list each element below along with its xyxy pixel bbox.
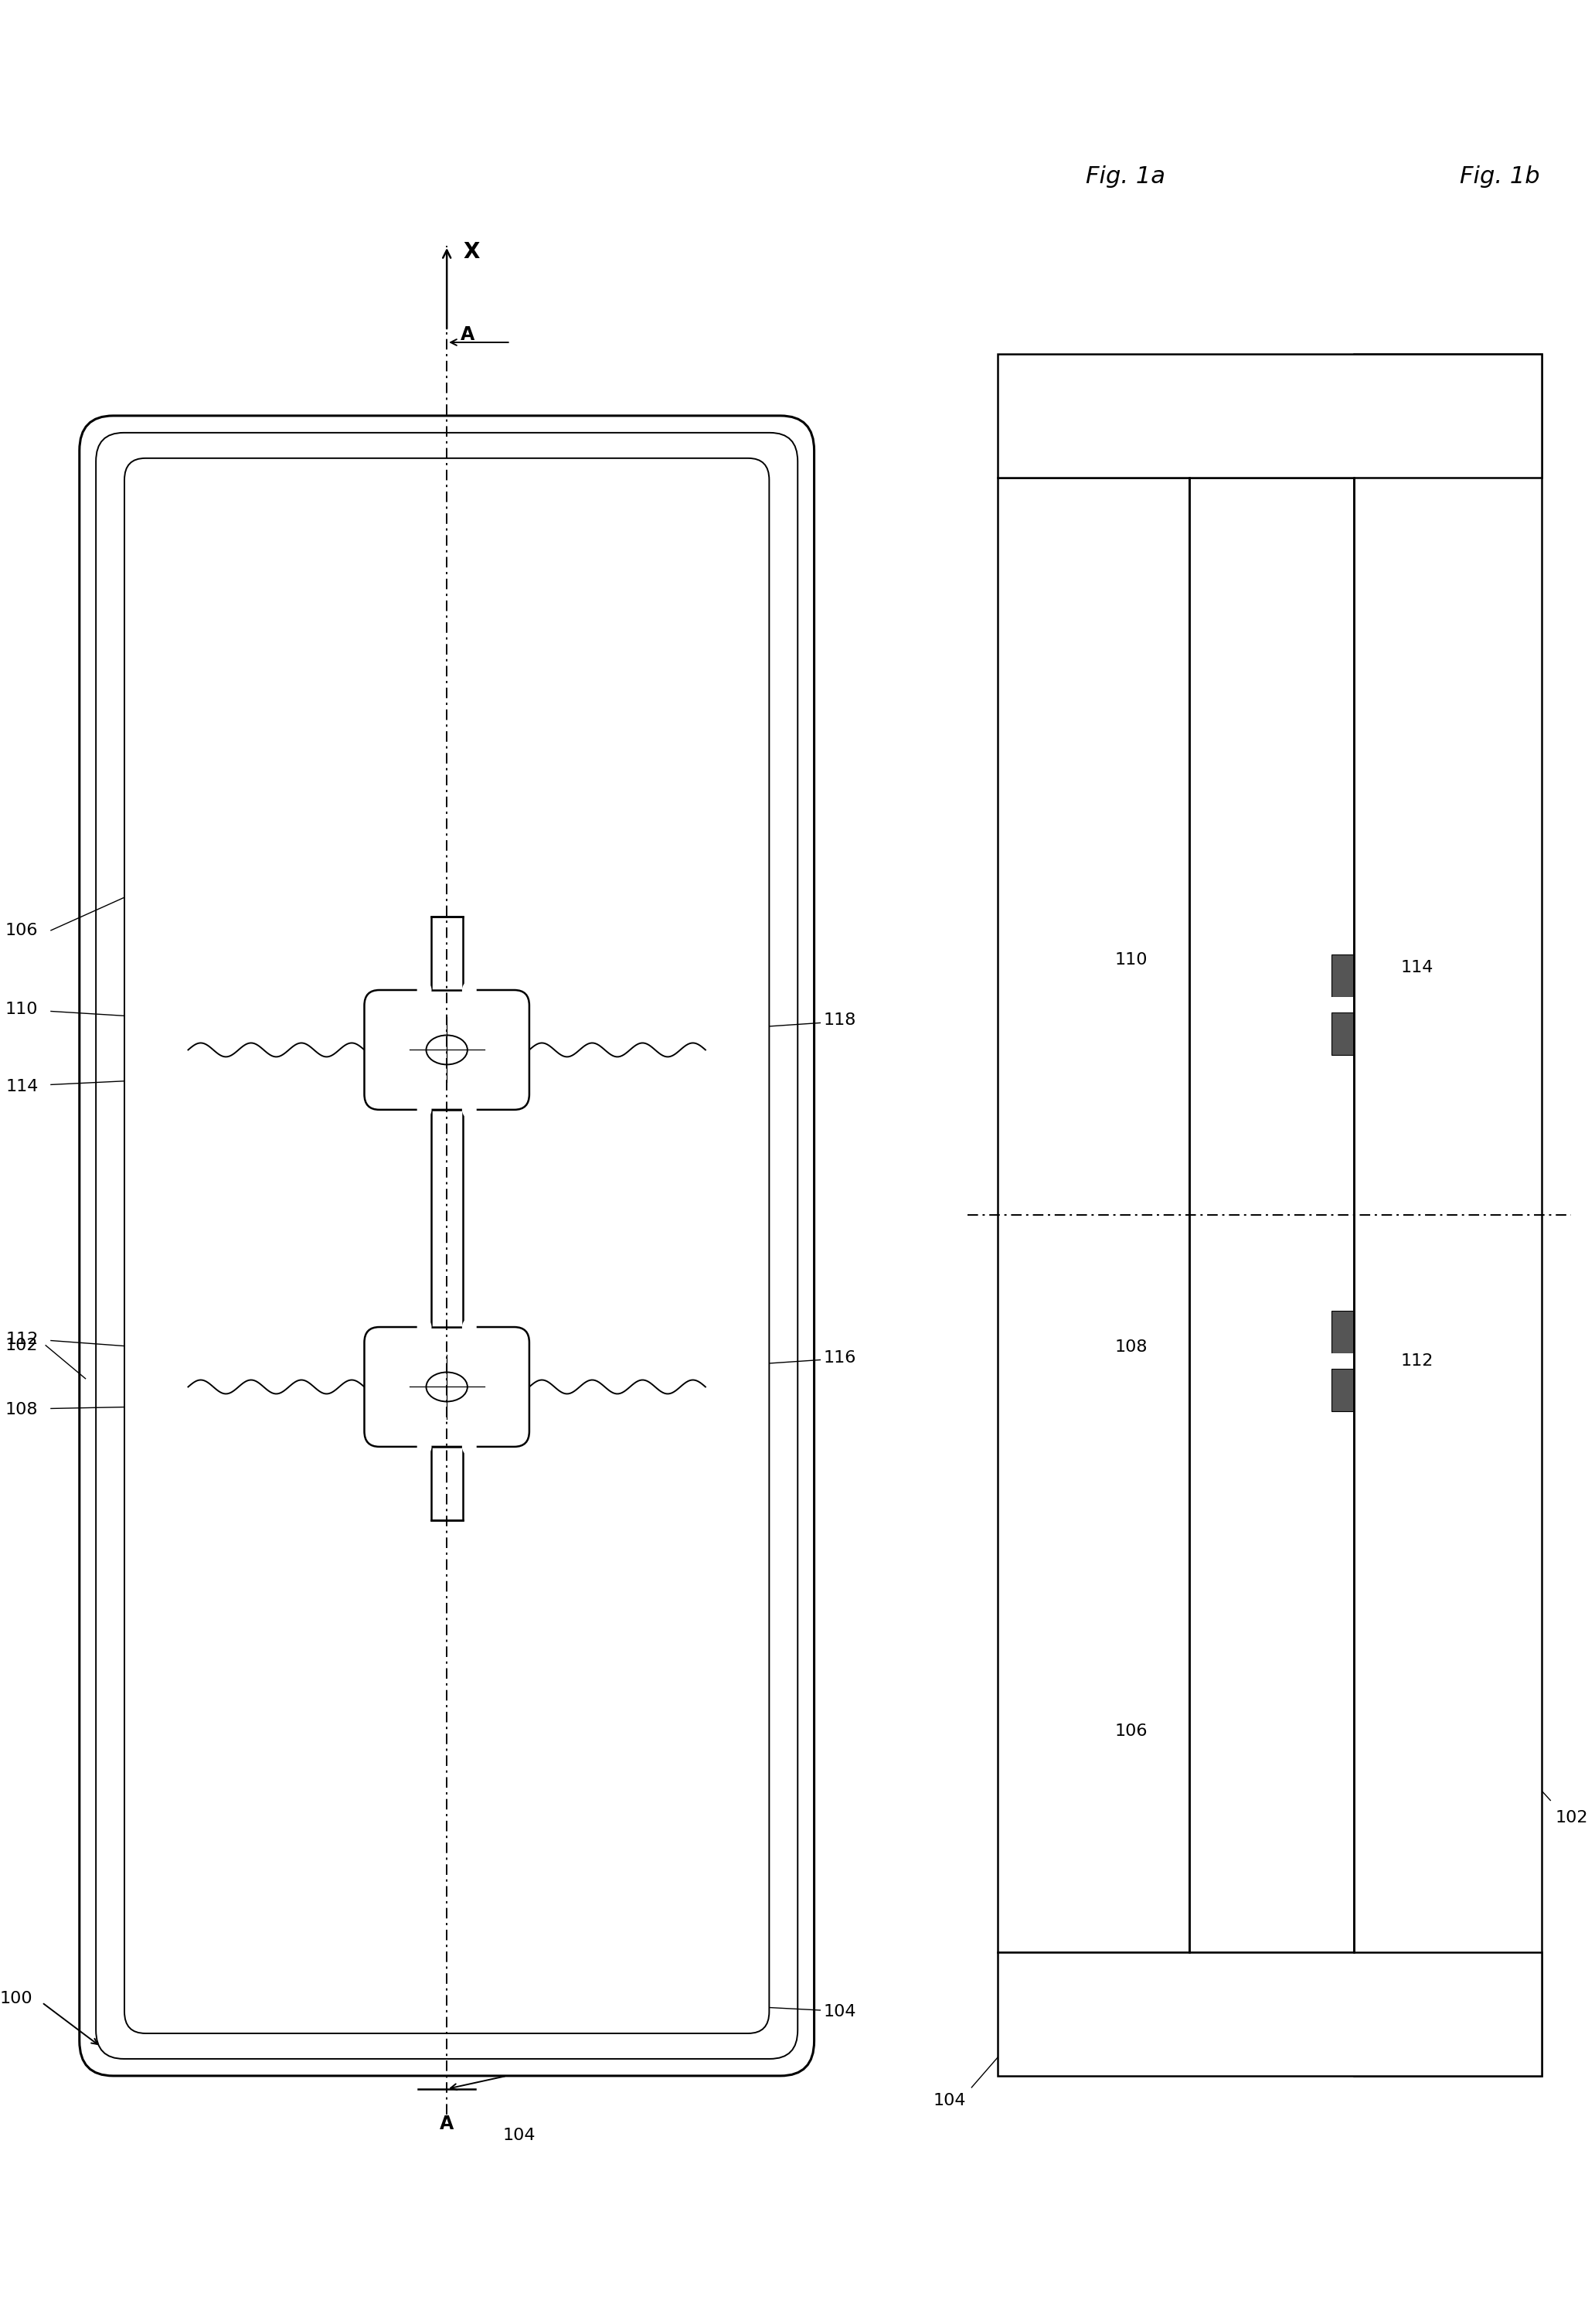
Bar: [1188, 476, 1354, 1952]
Bar: [998, 476, 1188, 1952]
FancyBboxPatch shape: [364, 1327, 530, 1448]
Bar: [1332, 1369, 1354, 1411]
Ellipse shape: [426, 1034, 467, 1064]
Bar: [1332, 1013, 1354, 1055]
Bar: [1354, 353, 1541, 2075]
Text: 108: 108: [5, 1401, 38, 1418]
FancyBboxPatch shape: [124, 458, 769, 2034]
Text: 100: 100: [0, 1992, 33, 2006]
Polygon shape: [463, 978, 475, 1002]
Polygon shape: [418, 1436, 431, 1457]
Text: X: X: [463, 242, 480, 263]
Ellipse shape: [426, 1371, 467, 1401]
Text: 118: 118: [823, 1013, 857, 1027]
Text: 110: 110: [1115, 953, 1148, 967]
FancyBboxPatch shape: [96, 432, 798, 2059]
Text: 106: 106: [5, 923, 38, 939]
Text: Fig. 1b: Fig. 1b: [1459, 165, 1541, 188]
Bar: [1332, 1311, 1354, 1353]
Polygon shape: [418, 978, 431, 1002]
Bar: [1332, 1353, 1354, 1369]
Bar: [1354, 353, 1541, 2075]
Text: A: A: [461, 325, 474, 344]
Bar: [431, 916, 463, 990]
Text: 110: 110: [5, 1002, 38, 1018]
Text: 108: 108: [1115, 1339, 1148, 1355]
Text: 104: 104: [502, 2126, 536, 2143]
Text: 106: 106: [1115, 1724, 1148, 1738]
Bar: [431, 1448, 463, 1520]
Text: 104: 104: [823, 2003, 857, 2020]
Polygon shape: [463, 1315, 475, 1339]
Bar: [998, 353, 1541, 476]
Bar: [1332, 997, 1354, 1013]
Text: 114: 114: [1400, 960, 1434, 976]
Polygon shape: [463, 1436, 475, 1457]
Text: Fig. 1a: Fig. 1a: [1086, 165, 1164, 188]
Text: 112: 112: [5, 1332, 38, 1346]
Text: 112: 112: [1400, 1353, 1434, 1369]
Polygon shape: [418, 1315, 431, 1339]
Text: 104: 104: [933, 2094, 967, 2108]
Bar: [998, 353, 1541, 476]
Text: A: A: [440, 2115, 455, 2133]
Polygon shape: [418, 1099, 431, 1120]
Bar: [431, 1111, 463, 1327]
Text: 102: 102: [5, 1339, 38, 1353]
FancyBboxPatch shape: [364, 990, 530, 1111]
Text: 116: 116: [823, 1350, 857, 1364]
Bar: [998, 1952, 1541, 2075]
FancyBboxPatch shape: [80, 416, 813, 2075]
Text: 114: 114: [5, 1078, 38, 1095]
Bar: [998, 1952, 1541, 2075]
Polygon shape: [463, 1099, 475, 1120]
Text: 102: 102: [1555, 1810, 1587, 1824]
Bar: [1332, 955, 1354, 997]
